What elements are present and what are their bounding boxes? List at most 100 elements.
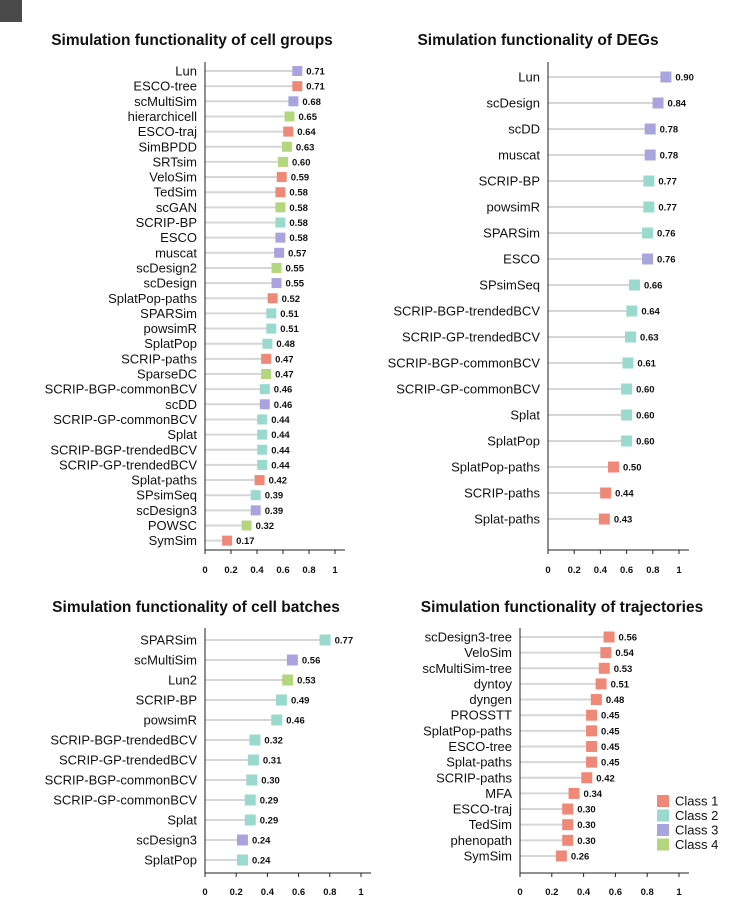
cell-groups-label-8: TedSim xyxy=(154,185,197,200)
cell-groups-label-20: SparseDC xyxy=(137,367,197,382)
degs-marker-15 xyxy=(608,461,619,473)
trajectories-marker-9 xyxy=(581,772,593,784)
cell-batches-value-3: 0.49 xyxy=(291,696,310,707)
cell-groups-marker-7 xyxy=(276,172,287,183)
cell-batches-label-5: SCRIP-BGP-trendedBCV xyxy=(50,733,197,748)
cell-groups-label-31: SymSim xyxy=(149,533,197,548)
trajectories-value-6: 0.45 xyxy=(601,726,620,737)
cell-batches-label-0: SPARSim xyxy=(140,633,197,648)
cell-batches-value-6: 0.31 xyxy=(263,756,282,767)
degs-label-3: muscat xyxy=(498,148,540,163)
cell-batches-tick-label-4: 0.8 xyxy=(323,887,336,898)
degs-tick-label-2: 0.4 xyxy=(594,565,608,576)
cell-batches-marker-11 xyxy=(236,854,248,866)
cell-batches-marker-0 xyxy=(319,634,331,646)
trajectories-value-10: 0.34 xyxy=(584,789,603,800)
cell-groups-value-31: 0.17 xyxy=(236,536,255,547)
cell-groups-marker-20 xyxy=(261,369,272,379)
trajectories-label-0: scDesign3-tree xyxy=(425,630,512,645)
degs-value-12: 0.60 xyxy=(636,385,655,396)
cell-groups-marker-28 xyxy=(250,490,261,501)
cell-groups-marker-30 xyxy=(241,520,252,531)
degs-label-0: Lun xyxy=(518,70,540,85)
cell-groups-value-13: 0.55 xyxy=(286,263,305,274)
trajectories-marker-7 xyxy=(586,740,598,752)
degs-label-16: SCRIP-paths xyxy=(464,486,540,501)
trajectories-value-3: 0.51 xyxy=(611,679,630,690)
degs-marker-12 xyxy=(621,383,633,395)
cell-groups-value-3: 0.65 xyxy=(299,112,318,123)
cell-groups-value-24: 0.44 xyxy=(271,430,290,441)
trajectories-label-12: TedSim xyxy=(469,817,512,832)
cell-groups-marker-22 xyxy=(259,399,270,410)
cell-groups-marker-8 xyxy=(275,187,286,198)
cell-groups-value-18: 0.48 xyxy=(276,339,295,350)
degs-label-4: SCRIP-BP xyxy=(479,174,540,189)
cell-groups-marker-6 xyxy=(278,156,288,167)
cell-batches-marker-1 xyxy=(286,654,298,666)
trajectories-label-8: Splat-paths xyxy=(446,755,512,770)
trajectories-label-5: PROSSTT xyxy=(451,708,512,723)
cell-groups-title: Simulation functionality of cell groups xyxy=(51,32,333,49)
cell-groups-value-30: 0.32 xyxy=(256,521,275,532)
cell-groups-marker-11 xyxy=(275,232,286,243)
cell-groups-marker-12 xyxy=(274,247,285,258)
cell-batches-tick-label-2: 0.4 xyxy=(261,887,275,898)
cell-batches-marker-7 xyxy=(246,774,258,786)
cell-groups-marker-23 xyxy=(257,414,268,425)
cell-batches-tick-label-3: 0.6 xyxy=(292,887,305,898)
degs-label-1: scDesign xyxy=(487,96,540,111)
degs-marker-5 xyxy=(643,201,655,213)
cell-batches-label-10: scDesign3 xyxy=(136,833,197,848)
degs-label-2: scDD xyxy=(508,122,540,137)
degs-label-6: SPARSim xyxy=(483,226,540,241)
trajectories-value-11: 0.30 xyxy=(577,805,596,816)
cell-groups-label-4: ESCO-traj xyxy=(138,124,197,139)
legend-label-4: Class 4 xyxy=(675,837,718,852)
cell-batches-value-4: 0.46 xyxy=(286,716,305,727)
cell-groups-tick-label-3: 0.6 xyxy=(276,565,289,576)
cell-groups-value-19: 0.47 xyxy=(275,354,294,365)
cell-groups-label-21: SCRIP-BGP-commonBCV xyxy=(45,382,198,397)
degs-marker-9 xyxy=(626,305,638,317)
trajectories-label-14: SymSim xyxy=(464,848,512,863)
trajectories-value-4: 0.48 xyxy=(606,695,625,706)
cell-groups-marker-29 xyxy=(250,505,261,516)
cell-groups-value-26: 0.44 xyxy=(271,460,290,471)
cell-groups-value-8: 0.58 xyxy=(289,188,308,199)
trajectories-value-13: 0.30 xyxy=(577,836,596,847)
degs-marker-1 xyxy=(652,97,664,109)
cell-groups-marker-5 xyxy=(281,141,292,152)
cell-groups-label-27: Splat-paths xyxy=(131,473,197,488)
cell-groups-label-24: Splat xyxy=(167,427,197,442)
cell-groups-value-7: 0.59 xyxy=(291,173,310,184)
trajectories-tick-label-0: 0 xyxy=(517,887,522,898)
trajectories-marker-0 xyxy=(603,631,615,643)
trajectories-marker-4 xyxy=(590,694,602,706)
trajectories-label-2: scMultiSim-tree xyxy=(422,661,512,676)
cell-groups-label-3: hierarchicell xyxy=(128,109,197,124)
cell-groups-label-1: ESCO-tree xyxy=(133,79,197,94)
trajectories-marker-2 xyxy=(598,662,610,674)
cell-groups-label-17: powsimR xyxy=(144,321,197,336)
cell-groups-value-20: 0.47 xyxy=(275,370,294,381)
degs-marker-0 xyxy=(660,71,672,83)
trajectories-marker-5 xyxy=(586,709,598,721)
cell-groups-marker-2 xyxy=(288,96,299,107)
cell-groups-tick-label-2: 0.4 xyxy=(250,565,264,576)
cell-batches-marker-2 xyxy=(282,674,294,686)
degs-marker-3 xyxy=(644,149,656,161)
cell-groups-tick-label-5: 1 xyxy=(332,565,338,576)
cell-groups-label-19: SCRIP-paths xyxy=(121,351,197,366)
cell-groups-label-14: scDesign xyxy=(144,276,197,291)
degs-marker-11 xyxy=(622,357,634,369)
cell-groups-value-12: 0.57 xyxy=(288,248,307,259)
cell-batches-marker-3 xyxy=(275,694,287,706)
cell-groups-marker-19 xyxy=(261,353,272,364)
cell-groups-value-5: 0.63 xyxy=(296,142,315,153)
cell-groups-label-23: SCRIP-GP-commonBCV xyxy=(53,412,197,427)
degs-marker-2 xyxy=(644,123,656,135)
trajectories-marker-11 xyxy=(562,803,574,815)
cell-groups-value-15: 0.52 xyxy=(282,294,301,305)
trajectories-label-13: phenopath xyxy=(451,833,512,848)
